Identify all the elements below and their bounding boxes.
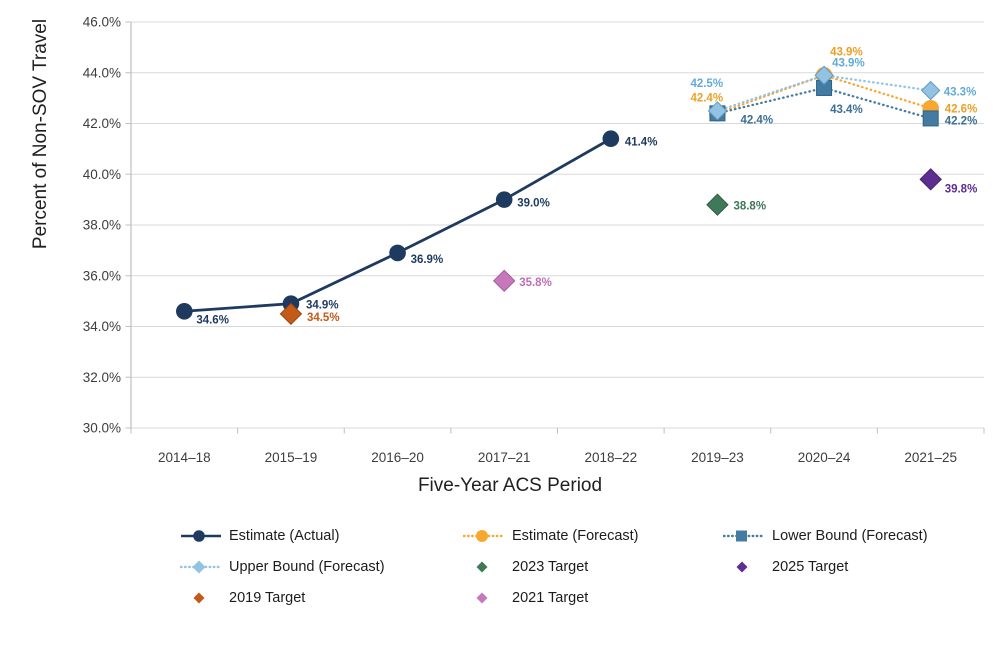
- y-tick-label: 40.0%: [83, 167, 121, 182]
- point-2023-target-5: [706, 193, 729, 216]
- x-tick-label: 2019–23: [691, 450, 744, 465]
- x-tick-label: 2015–19: [265, 450, 318, 465]
- point-upper-bound-forecast-7: [920, 80, 941, 101]
- y-tick-label: 34.0%: [83, 319, 121, 334]
- y-tick-label: 32.0%: [83, 370, 121, 385]
- data-label-estimate-actual-0: 34.6%: [196, 314, 229, 326]
- point-estimate-actual-2: [389, 244, 406, 262]
- legend-square: [736, 530, 747, 542]
- legend-item-upper-bound-forecast: Upper Bound (Forecast): [180, 559, 463, 575]
- legend-diamond: [193, 592, 205, 604]
- data-label-estimate-forecast-5: 42.4%: [690, 92, 723, 104]
- x-tick-label: 2017–21: [478, 450, 531, 465]
- data-label-2019-target-1: 34.5%: [307, 312, 340, 324]
- point-estimate-actual-3: [495, 191, 513, 208]
- data-label-upper-bound-forecast-5: 42.5%: [690, 78, 723, 90]
- x-axis-title: Five-Year ACS Period: [418, 475, 602, 496]
- diamond-marker-icon: [476, 592, 488, 604]
- y-tick-label: 38.0%: [83, 218, 121, 233]
- x-tick-label: 2014–18: [158, 450, 211, 465]
- legend-label: 2025 Target: [772, 559, 849, 575]
- diamond-marker-icon: [476, 561, 488, 573]
- chart-legend: Estimate (Actual) Estimate (Forecast) Lo…: [180, 528, 928, 606]
- diamond-marker-icon: [193, 592, 205, 604]
- point-upper-bound-forecast-5: [707, 101, 728, 121]
- data-label-2021-target-3: 35.8%: [519, 277, 552, 289]
- y-tick-label: 30.0%: [83, 421, 121, 436]
- y-axis-title: Percent of Non-SOV Travel: [30, 19, 51, 249]
- dotted-circle-marker-icon: [463, 530, 505, 542]
- data-label-lower-bound-forecast-7: 42.2%: [945, 115, 978, 127]
- point-estimate-actual-0: [176, 302, 193, 320]
- legend-item-2025-target: 2025 Target: [723, 559, 928, 575]
- line-circle-marker-icon: [181, 530, 221, 542]
- legend-diamond: [476, 561, 488, 573]
- data-label-upper-bound-forecast-6: 43.9%: [832, 57, 865, 69]
- grid-layer: [131, 21, 984, 429]
- legend-label: Estimate (Actual): [229, 528, 340, 544]
- legend-item-estimate-forecast: Estimate (Forecast): [463, 528, 723, 544]
- dotted-square-marker-icon: [723, 530, 765, 542]
- data-label-estimate-actual-4: 41.4%: [625, 137, 658, 149]
- legend-item-2023-target: 2023 Target: [463, 559, 723, 575]
- legend-item-estimate-actual: Estimate (Actual): [180, 528, 463, 544]
- legend-diamond: [476, 592, 488, 604]
- legend-label: Estimate (Forecast): [512, 528, 639, 544]
- diamond-marker-icon: [736, 561, 748, 573]
- legend-label: 2023 Target: [512, 559, 589, 575]
- point-upper-bound-forecast-6: [814, 65, 834, 85]
- legend-item-2019-target: 2019 Target: [180, 590, 463, 606]
- x-tick-label: 2021–25: [904, 450, 957, 465]
- legend-diamond: [192, 560, 206, 574]
- axis-layer: 30.0% 32.0% 34.0% 36.0% 38.0% 40.0% 42.0% 44.0%…: [83, 15, 985, 465]
- point-2021-target-3: [492, 269, 516, 293]
- data-label-layer: 34.6% 34.9% 36.9% 39.0% 41.4% 42.4% 43.9% 42.6%…: [196, 46, 977, 326]
- legend-item-2021-target: 2021 Target: [463, 590, 723, 606]
- legend-label: Upper Bound (Forecast): [229, 559, 385, 575]
- data-label-lower-bound-forecast-6: 43.4%: [830, 104, 863, 116]
- point-lower-bound-forecast-7: [922, 110, 939, 127]
- legend-dot: [476, 530, 488, 542]
- x-tick-label: 2018–22: [585, 450, 638, 465]
- y-tick-label: 44.0%: [83, 65, 121, 80]
- legend-label: 2019 Target: [229, 590, 306, 606]
- point-estimate-actual-4: [602, 130, 620, 148]
- data-label-estimate-actual-2: 36.9%: [411, 254, 444, 266]
- dotted-diamond-marker-icon: [180, 560, 222, 574]
- y-tick-label: 42.0%: [83, 116, 121, 131]
- y-tick-label: 36.0%: [83, 268, 121, 283]
- legend-dot: [193, 530, 205, 542]
- x-tick-label: 2016–20: [371, 450, 424, 465]
- data-label-upper-bound-forecast-7: 43.3%: [944, 87, 977, 99]
- point-2019-target-1: [279, 302, 303, 326]
- non-sov-travel-line-chart: 30.0% 32.0% 34.0% 36.0% 38.0% 40.0% 42.0% 44.0%…: [30, 15, 985, 496]
- data-label-estimate-actual-1: 34.9%: [306, 300, 339, 312]
- data-label-estimate-forecast-6: 43.9%: [830, 46, 863, 58]
- data-label-lower-bound-forecast-5: 42.4%: [740, 114, 773, 126]
- y-tick-label: 46.0%: [83, 15, 121, 30]
- data-label-2025-target-7: 39.8%: [945, 183, 978, 195]
- x-tick-label: 2020–24: [798, 450, 851, 465]
- legend-item-lower-bound-forecast: Lower Bound (Forecast): [723, 528, 928, 544]
- point-2025-target-7: [919, 168, 942, 191]
- data-label-2023-target-5: 38.8%: [733, 201, 766, 213]
- data-label-estimate-forecast-7: 42.6%: [945, 103, 978, 115]
- legend-label: 2021 Target: [512, 590, 589, 606]
- series-layer: [176, 65, 942, 326]
- legend-diamond: [736, 561, 748, 573]
- data-label-estimate-actual-3: 39.0%: [517, 198, 550, 210]
- legend-label: Lower Bound (Forecast): [772, 528, 928, 544]
